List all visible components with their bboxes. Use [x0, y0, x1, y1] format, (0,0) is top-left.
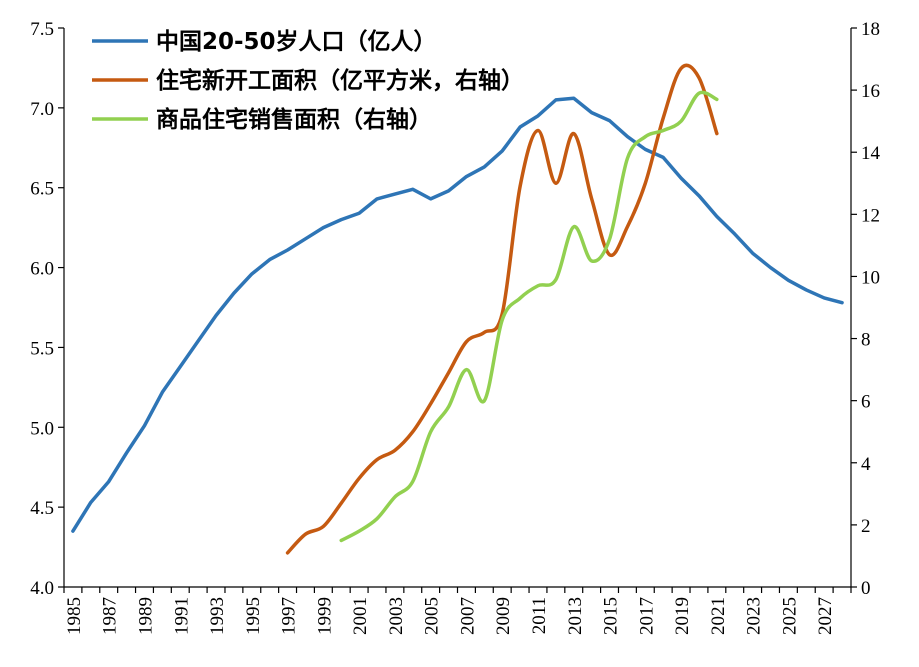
- x-tick-label: 2011: [529, 597, 550, 634]
- left-tick-label: 7.0: [30, 99, 54, 120]
- x-tick-label: 1993: [207, 597, 228, 635]
- x-tick-label: 1991: [171, 597, 192, 635]
- left-axis: 4.0 4.5 5.0 5.5 6.0 6.5 7.0 7.5: [30, 19, 65, 599]
- left-tick-label: 7.5: [30, 19, 54, 40]
- x-tick-label: 2013: [565, 597, 586, 635]
- x-tick-label: 2015: [601, 597, 622, 635]
- x-tick-group: 1985 1987 1989 1991 1993 1995 1997 1999 2001 2003…: [63, 587, 852, 635]
- left-tick-group: 4.0 4.5 5.0 5.5 6.0 6.5 7.0 7.5: [30, 19, 64, 599]
- legend-label: 住宅新开工面积（亿平方米，右轴）: [156, 67, 524, 94]
- x-tick-label: 2023: [744, 597, 765, 635]
- left-tick-label: 5.0: [30, 418, 54, 439]
- right-tick-label: 8: [861, 330, 871, 351]
- x-tick-label: 2009: [493, 597, 514, 635]
- right-tick-label: 16: [861, 81, 880, 102]
- x-tick-label: 2001: [350, 597, 371, 635]
- right-tick-group: 0 2 4 6 8 10 12 14 16 18: [851, 19, 881, 599]
- x-tick-label: 1987: [100, 597, 121, 635]
- x-tick-label: 2027: [815, 597, 836, 635]
- right-tick-label: 10: [861, 267, 880, 288]
- left-tick-label: 6.0: [30, 259, 54, 280]
- series-housing-sales-line: [339, 90, 719, 543]
- x-tick-label: 2007: [457, 597, 478, 635]
- series-population-line: [71, 96, 844, 533]
- x-tick-label: 2025: [779, 597, 800, 635]
- right-tick-label: 6: [861, 392, 871, 413]
- x-tick-label: 1997: [279, 597, 300, 635]
- x-tick-label: 2019: [672, 597, 693, 635]
- x-tick-label: 1989: [135, 597, 156, 635]
- right-tick-label: 12: [861, 205, 880, 226]
- legend-item-housing-starts: 住宅新开工面积（亿平方米，右轴）: [92, 67, 524, 94]
- legend: 中国20-50岁人口（亿人） 住宅新开工面积（亿平方米，右轴） 商品住宅销售面积（右…: [92, 28, 524, 133]
- x-tick-label: 2021: [708, 597, 729, 635]
- right-tick-label: 18: [861, 19, 880, 40]
- legend-item-housing-sales: 商品住宅销售面积（右轴）: [92, 106, 432, 133]
- series-layer: [71, 63, 844, 555]
- x-tick-label: 2005: [422, 597, 443, 635]
- right-tick-label: 4: [861, 454, 871, 475]
- legend-item-population: 中国20-50岁人口（亿人）: [92, 28, 437, 55]
- legend-label: 商品住宅销售面积（右轴）: [156, 106, 432, 133]
- x-tick-label: 1995: [243, 597, 264, 635]
- x-tick-label: 1985: [64, 597, 85, 635]
- x-tick-label: 2017: [636, 597, 657, 635]
- left-tick-label: 4.5: [30, 498, 54, 519]
- right-tick-label: 14: [861, 143, 881, 164]
- x-axis: 1985 1987 1989 1991 1993 1995 1997 1999 2001 2003…: [63, 586, 852, 635]
- legend-label: 中国20-50岁人口（亿人）: [156, 28, 437, 55]
- series-housing-starts-line: [285, 63, 719, 555]
- left-tick-label: 6.5: [30, 179, 54, 200]
- right-axis: 0 2 4 6 8 10 12 14 16 18: [850, 19, 881, 599]
- right-tick-label: 0: [861, 578, 871, 599]
- x-tick-label: 1999: [314, 597, 335, 635]
- left-tick-label: 4.0: [30, 578, 54, 599]
- left-tick-label: 5.5: [30, 338, 54, 359]
- x-tick-label: 2003: [386, 597, 407, 635]
- right-tick-label: 2: [861, 516, 871, 537]
